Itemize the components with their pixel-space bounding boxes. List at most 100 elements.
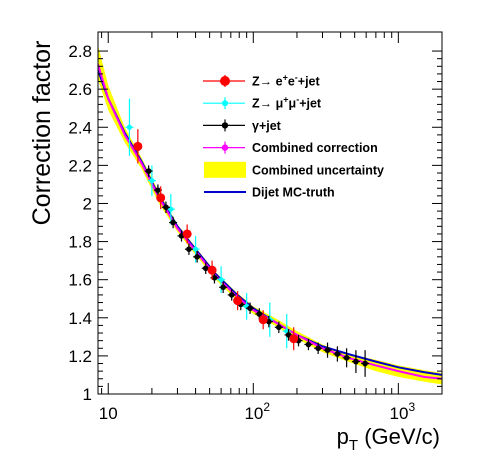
legend-entry: Combined correction [203, 141, 378, 155]
gamma-jet-marker [256, 311, 263, 317]
gamma-jet-point [323, 342, 332, 358]
legend-label-part: Z→ μ [252, 97, 283, 111]
gamma-jet-point [227, 289, 236, 301]
gamma-jet-point [304, 338, 313, 351]
legend-marker [221, 122, 229, 129]
gamma-jet-marker [343, 355, 350, 361]
legend-marker [221, 144, 229, 151]
gamma-jet-marker [211, 274, 218, 281]
axis-layer: 11.21.41.61.822.22.42.62.810 102 103 [68, 32, 443, 423]
x-tick-label-exponent: 2 [263, 400, 270, 414]
legend-label-superscript: - [295, 73, 298, 83]
zmumu-marker [192, 246, 199, 252]
legend-label-superscript: + [283, 95, 288, 105]
x-axis-title: pT (GeV/c) [337, 424, 440, 454]
y-tick-label: 1.4 [68, 309, 92, 328]
plot-frame [97, 31, 443, 395]
y-tick-label: 2 [83, 194, 92, 213]
y-axis-title: Correction factor [28, 41, 56, 226]
x-tick-label-base: 10 [244, 404, 263, 423]
y-tick-label: 2.8 [68, 42, 92, 61]
gamma-jet-marker [163, 204, 169, 211]
legend-label: Combined correction [252, 141, 378, 155]
x-axis-title-main: p [337, 424, 349, 449]
zmumu-marker [168, 206, 174, 212]
gamma-jet-point [184, 243, 193, 255]
gamma-jet-marker [194, 254, 200, 260]
gamma-jet-marker [362, 360, 368, 367]
x-tick-label: 103 [390, 400, 416, 423]
gamma-jet-point [246, 302, 255, 314]
legend-entry: Combined uncertainty [204, 161, 384, 178]
legend-label: γ+jet [252, 119, 282, 133]
y-tick-label: 2.4 [68, 118, 92, 137]
legend-entry: γ+jet [203, 119, 282, 133]
gamma-jet-marker [228, 292, 235, 298]
legend-marker [222, 100, 228, 107]
zee-point [233, 291, 243, 311]
legend-label-part: Combined correction [252, 141, 378, 155]
zmumu-marker [126, 124, 133, 130]
x-tick-label-base: 10 [99, 404, 118, 423]
legend-label-part: μ [289, 97, 297, 111]
gamma-jet-point [193, 251, 202, 263]
legend-label-part: γ+jet [252, 119, 282, 133]
legend-label-part: +jet [299, 97, 322, 111]
legend-label-part: e [288, 75, 295, 89]
gamma-jet-marker [305, 341, 312, 348]
gamma-jet-point [144, 165, 153, 177]
zee-point [182, 224, 192, 244]
zee-point [207, 260, 217, 280]
zee-point [133, 129, 143, 164]
combined-correction-line [98, 64, 442, 380]
legend-band-swatch [204, 161, 246, 178]
gamma-jet-point [333, 346, 342, 362]
gamma-jet-marker [324, 347, 331, 353]
gamma-jet-point [351, 350, 360, 374]
legend-label-superscript: - [296, 95, 299, 105]
x-tick-label: 10 [99, 404, 118, 423]
gamma-jet-marker [276, 324, 282, 331]
zee-marker [289, 334, 299, 344]
zee-marker [133, 141, 143, 151]
zee-marker [182, 229, 192, 239]
gamma-jet-marker [220, 284, 226, 291]
legend-label-part: Dijet MC-truth [252, 186, 335, 200]
zee-point [258, 310, 268, 330]
gamma-jet-marker [170, 219, 176, 226]
gamma-jet-marker [353, 358, 359, 365]
gamma-jet-marker [186, 246, 192, 252]
zmumu-point [125, 98, 134, 156]
legend-label-part: Combined uncertainty [252, 163, 384, 177]
zmumu-point [147, 165, 156, 196]
zee-point [289, 327, 299, 351]
y-tick-label: 2.6 [68, 80, 92, 99]
legend-entry: Z→ e+e-+jet [203, 73, 321, 89]
gamma-jet-marker [202, 265, 209, 272]
legend-label: Dijet MC-truth [252, 186, 335, 200]
y-tick-label: 1.6 [68, 271, 92, 290]
x-tick-label-exponent: 3 [408, 400, 415, 414]
gamma-jet-marker [334, 351, 341, 357]
gamma-jet-marker [315, 345, 321, 352]
zee-point [156, 186, 166, 210]
zee-marker [258, 315, 268, 325]
y-tick-label: 2.2 [68, 156, 92, 175]
zee-marker [233, 296, 243, 306]
gamma-jet-point [153, 184, 162, 196]
plot-data-layer [98, 45, 442, 385]
y-tick-label: 1 [83, 385, 92, 404]
gamma-jet-point [342, 348, 351, 368]
x-axis-title-unit: (GeV/c) [358, 424, 440, 449]
legend-label: Z→ μ+μ-+jet [252, 95, 322, 111]
legend-label-superscript: + [283, 73, 288, 83]
legend-entry: Z→ μ+μ-+jet [203, 95, 322, 111]
gamma-jet-marker [155, 187, 161, 193]
zee-marker [156, 193, 166, 203]
gamma-jet-point [161, 201, 170, 213]
gamma-jet-point [314, 342, 323, 354]
zee-marker [207, 265, 217, 275]
